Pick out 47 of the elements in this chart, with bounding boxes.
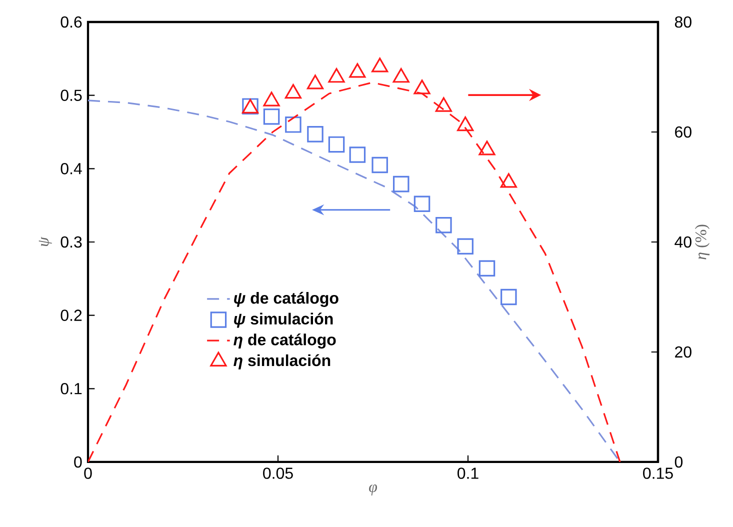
y-tick-label: 0.1	[60, 382, 82, 394]
legend-label: ψ simulación	[234, 312, 333, 328]
y-tick-label: 0.4	[60, 163, 82, 174]
point	[457, 238, 474, 255]
point	[414, 80, 430, 94]
y2-tick-label: 40	[674, 236, 692, 248]
y-tick-label: 0.2	[60, 310, 82, 321]
x-axis-title: φ	[369, 484, 377, 496]
point	[284, 84, 302, 99]
point	[263, 92, 280, 106]
point	[478, 140, 496, 156]
point	[285, 116, 302, 133]
point	[263, 108, 280, 125]
point	[372, 58, 388, 72]
x-tick-label: 0.15	[643, 468, 673, 479]
legend-label: ψ de catálogo	[234, 292, 338, 307]
point	[500, 288, 517, 306]
y-tick-label: 0	[74, 456, 82, 468]
point	[372, 156, 388, 174]
point	[436, 216, 452, 234]
y-tick-label: 0.6	[60, 16, 82, 28]
point	[457, 116, 474, 132]
y2-tick-label: 80	[674, 16, 692, 28]
point	[414, 196, 430, 212]
point	[478, 260, 496, 277]
point	[500, 173, 517, 188]
y2-tick-label: 60	[675, 126, 692, 138]
y-tick-label: 0.5	[60, 90, 82, 101]
y2-axis-title: η (%)	[694, 224, 710, 260]
point	[392, 176, 410, 192]
x-tick-label: 0.1	[458, 468, 478, 479]
y-axis-title: ψ	[38, 236, 52, 246]
point	[306, 74, 324, 90]
point	[392, 68, 410, 83]
point	[307, 126, 324, 142]
point	[435, 97, 452, 112]
x-tick-label: 0.05	[263, 468, 293, 479]
y-tick-label: 0.3	[60, 236, 82, 248]
y2-tick-label: 0	[674, 456, 683, 468]
x-tick-label: 0	[84, 468, 92, 479]
point	[328, 68, 345, 83]
legend-label: η de catálogo	[234, 333, 336, 349]
point	[328, 136, 345, 153]
point	[349, 146, 366, 163]
point	[349, 63, 366, 78]
y2-tick-label: 20	[675, 346, 692, 358]
legend-label: η simulación	[234, 354, 330, 370]
